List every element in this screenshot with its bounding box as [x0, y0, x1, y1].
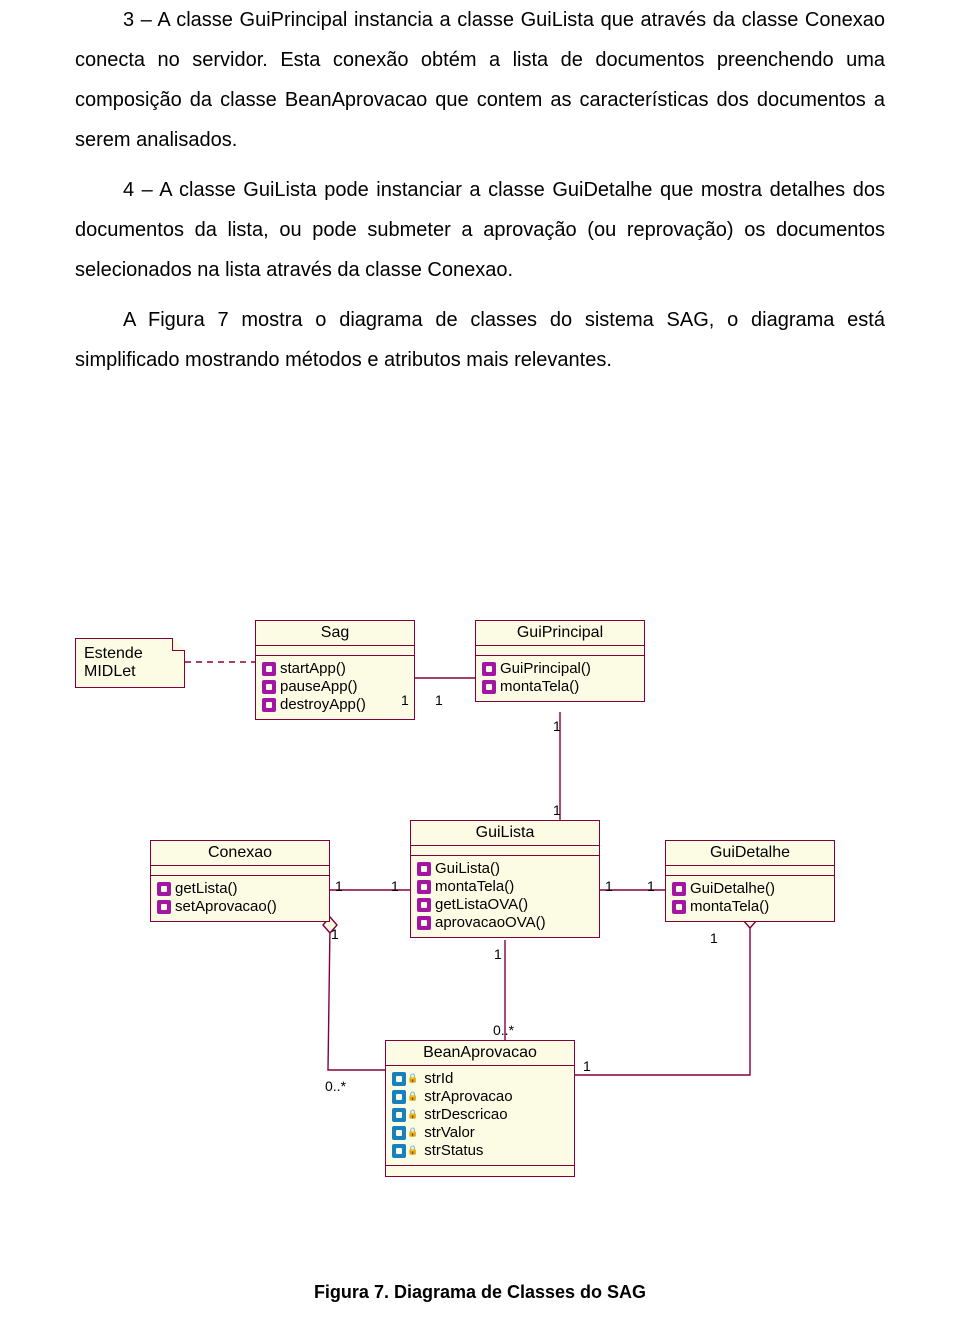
op-icon — [157, 882, 171, 896]
lock-icon: 🔒 — [407, 1127, 418, 1138]
class-attrs: 🔒strId🔒strAprovacao🔒strDescricao🔒strValo… — [386, 1066, 574, 1166]
class-guiPrincipal: GuiPrincipal GuiPrincipal()montaTela() — [475, 620, 645, 702]
class-guiDetalhe: GuiDetalhe GuiDetalhe()montaTela() — [665, 840, 835, 922]
op: pauseApp() — [262, 678, 408, 695]
attr-icon — [392, 1144, 406, 1158]
class-title: GuiLista — [411, 821, 599, 846]
lock-icon: 🔒 — [407, 1073, 418, 1084]
attr-icon — [392, 1090, 406, 1104]
op: montaTela() — [672, 898, 828, 915]
note-line: MIDLet — [84, 663, 174, 681]
class-attrs — [476, 646, 644, 656]
op-icon — [417, 916, 431, 930]
attr-icon — [392, 1072, 406, 1086]
op-icon — [157, 900, 171, 914]
op: destroyApp() — [262, 696, 408, 713]
class-ops — [386, 1166, 574, 1176]
op: GuiPrincipal() — [482, 660, 638, 677]
paragraph-1: 3 – A classe GuiPrincipal instancia a cl… — [75, 0, 885, 160]
note-estende-midlet: EstendeMIDLet — [75, 638, 185, 688]
multiplicity: 1 — [605, 878, 613, 894]
multiplicity: 1 — [553, 718, 561, 734]
op-icon — [417, 862, 431, 876]
class-ops: getLista()setAprovacao() — [151, 876, 329, 921]
multiplicity: 1 — [647, 878, 655, 894]
paragraph-2: 4 – A classe GuiLista pode instanciar a … — [75, 170, 885, 290]
multiplicity: 1 — [710, 930, 718, 946]
class-title: Sag — [256, 621, 414, 646]
class-title: BeanAprovacao — [386, 1041, 574, 1066]
class-title: Conexao — [151, 841, 329, 866]
op: startApp() — [262, 660, 408, 677]
multiplicity: 1 — [335, 878, 343, 894]
attr: 🔒strDescricao — [392, 1106, 568, 1123]
attr: 🔒strId — [392, 1070, 568, 1087]
attr-icon — [392, 1108, 406, 1122]
class-beanAprovacao: BeanAprovacao🔒strId🔒strAprovacao🔒strDesc… — [385, 1040, 575, 1177]
class-attrs — [411, 846, 599, 856]
attr-icon — [392, 1126, 406, 1140]
multiplicity: 0..* — [325, 1078, 346, 1094]
paragraph-3: A Figura 7 mostra o diagrama de classes … — [75, 300, 885, 380]
op-icon — [417, 898, 431, 912]
note-line: Estende — [84, 645, 174, 663]
lock-icon: 🔒 — [407, 1145, 418, 1156]
class-guiLista: GuiLista GuiLista()montaTela()getListaOVA… — [410, 820, 600, 938]
attr: 🔒strStatus — [392, 1142, 568, 1159]
class-ops: GuiLista()montaTela()getListaOVA()aprova… — [411, 856, 599, 937]
multiplicity: 1 — [401, 692, 409, 708]
op: GuiDetalhe() — [672, 880, 828, 897]
op-icon — [482, 680, 496, 694]
class-ops: GuiPrincipal()montaTela() — [476, 656, 644, 701]
op-icon — [417, 880, 431, 894]
op: montaTela() — [482, 678, 638, 695]
class-attrs — [666, 866, 834, 876]
op-icon — [672, 900, 686, 914]
multiplicity: 0..* — [493, 1022, 514, 1038]
op-icon — [482, 662, 496, 676]
lock-icon: 🔒 — [407, 1091, 418, 1102]
class-sag: Sag startApp()pauseApp()destroyApp() — [255, 620, 415, 720]
lock-icon: 🔒 — [407, 1109, 418, 1120]
uml-diagram: EstendeMIDLet Sag startApp()pauseApp()des… — [75, 620, 885, 1240]
op-icon — [262, 662, 276, 676]
class-title: GuiPrincipal — [476, 621, 644, 646]
op-icon — [672, 882, 686, 896]
class-conexao: Conexao getLista()setAprovacao() — [150, 840, 330, 922]
figure-caption: Figura 7. Diagrama de Classes do SAG — [0, 1282, 960, 1303]
class-ops: startApp()pauseApp()destroyApp() — [256, 656, 414, 719]
multiplicity: 1 — [331, 926, 339, 942]
multiplicity: 1 — [553, 802, 561, 818]
multiplicity: 1 — [583, 1058, 591, 1074]
op: getListaOVA() — [417, 896, 593, 913]
class-attrs — [256, 646, 414, 656]
op: montaTela() — [417, 878, 593, 895]
multiplicity: 1 — [494, 946, 502, 962]
class-title: GuiDetalhe — [666, 841, 834, 866]
op: aprovacaoOVA() — [417, 914, 593, 931]
attr: 🔒strAprovacao — [392, 1088, 568, 1105]
multiplicity: 1 — [435, 692, 443, 708]
op-icon — [262, 698, 276, 712]
multiplicity: 1 — [391, 878, 399, 894]
op: setAprovacao() — [157, 898, 323, 915]
op: getLista() — [157, 880, 323, 897]
attr: 🔒strValor — [392, 1124, 568, 1141]
class-attrs — [151, 866, 329, 876]
op: GuiLista() — [417, 860, 593, 877]
op-icon — [262, 680, 276, 694]
class-ops: GuiDetalhe()montaTela() — [666, 876, 834, 921]
